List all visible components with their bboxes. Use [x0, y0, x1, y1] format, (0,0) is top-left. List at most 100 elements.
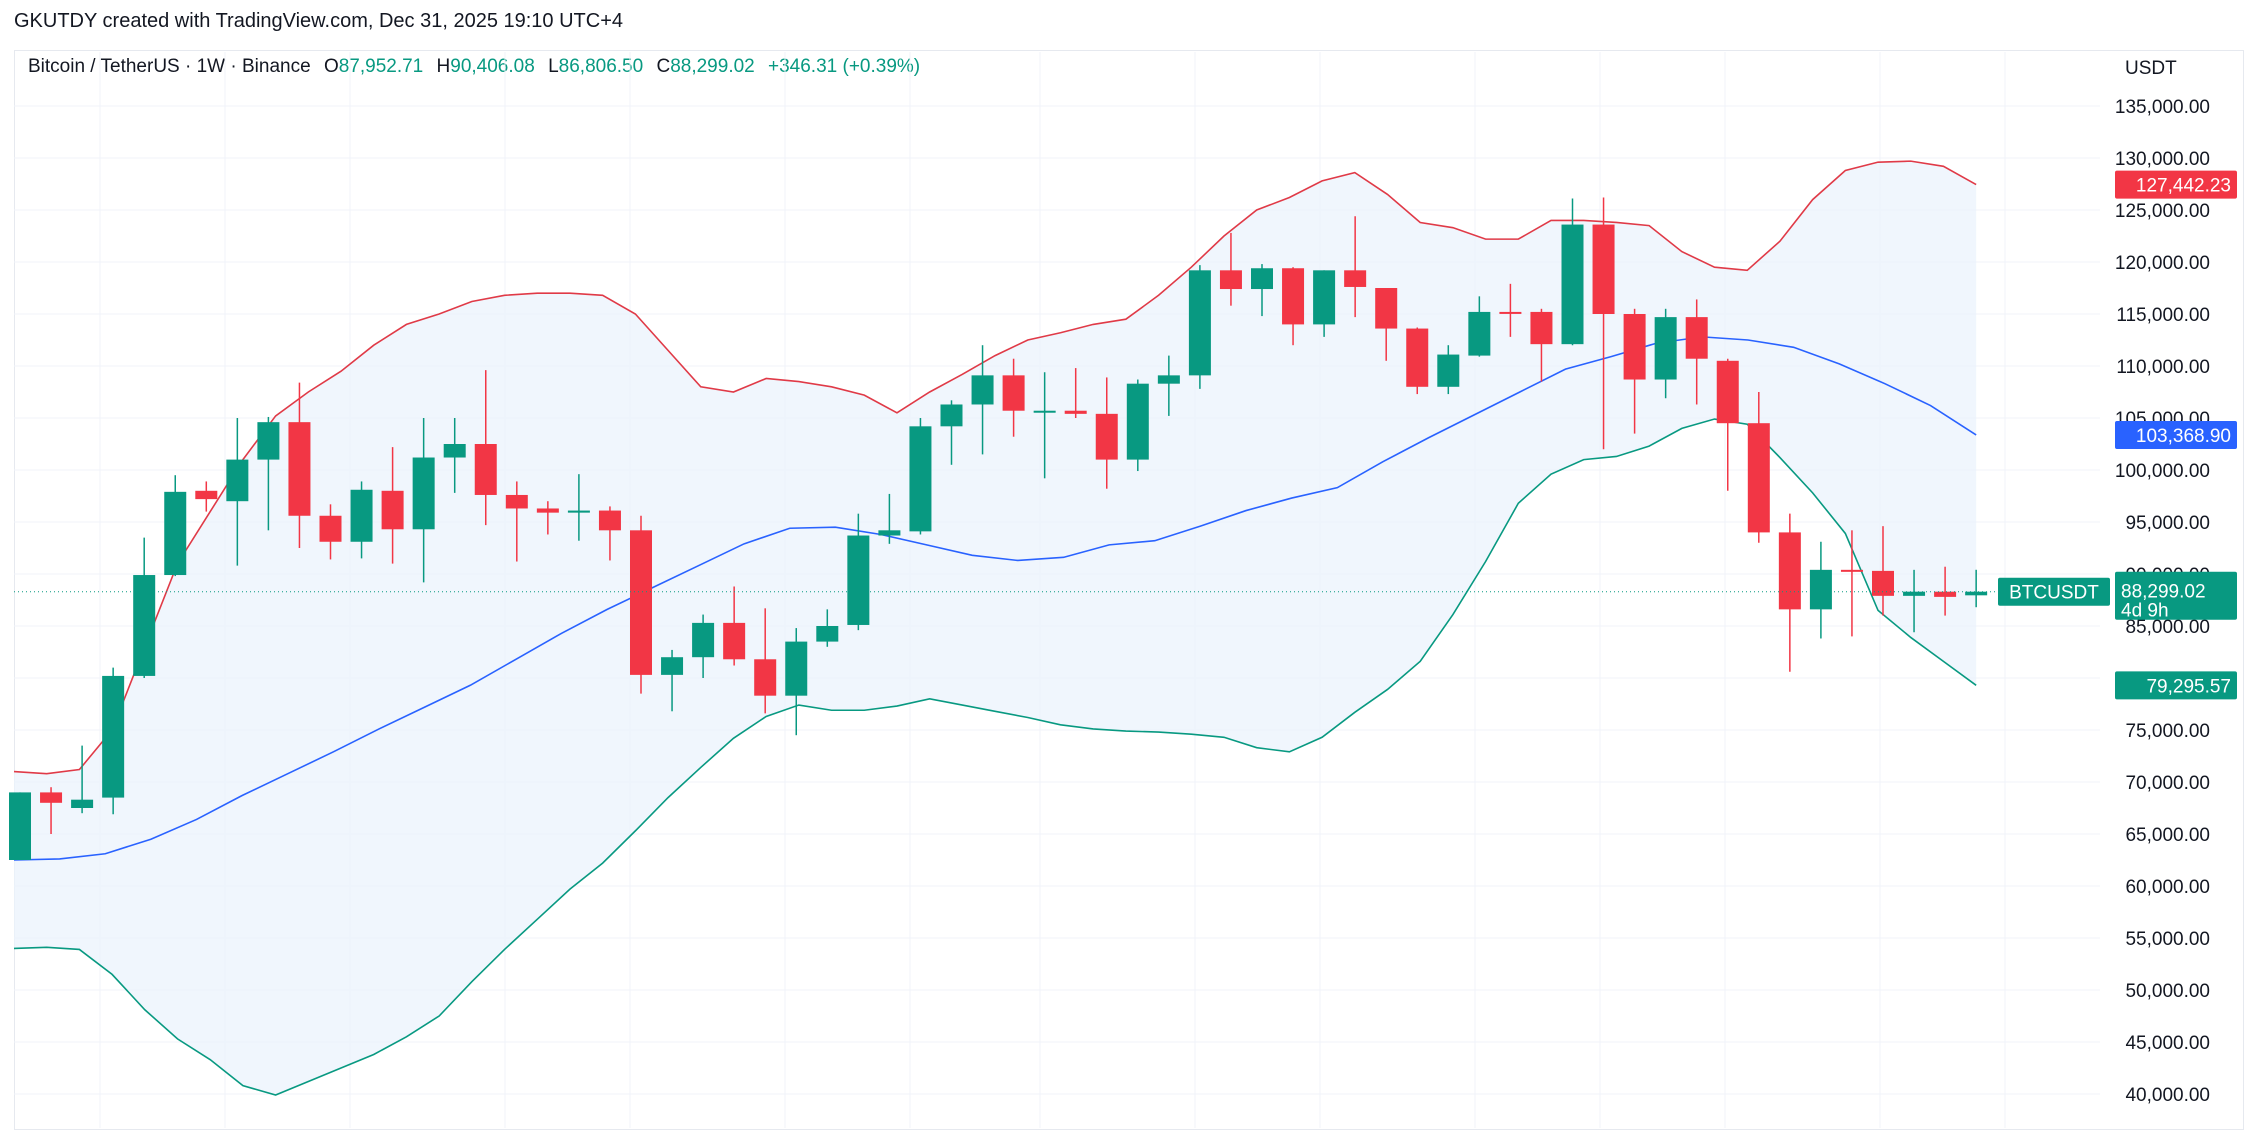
candle-body[interactable] — [1344, 270, 1367, 287]
candle-body[interactable] — [226, 459, 249, 502]
y-axis-tick: 60,000.00 — [2125, 877, 2210, 898]
candle-body[interactable] — [257, 422, 280, 460]
open-value: 87,952.71 — [338, 56, 424, 77]
candle-body[interactable] — [1002, 375, 1025, 411]
candle-body[interactable] — [71, 799, 94, 808]
candle-body[interactable] — [1685, 317, 1708, 359]
high-value: 90,406.08 — [450, 56, 535, 77]
close-label: C — [656, 56, 671, 77]
candle-body[interactable] — [412, 457, 435, 530]
y-axis-tick: 70,000.00 — [2125, 773, 2210, 794]
candle-body[interactable] — [505, 494, 528, 509]
candle-body[interactable] — [567, 510, 590, 513]
candle-body[interactable] — [319, 515, 342, 542]
y-axis-tick: 135,000.00 — [2115, 97, 2210, 118]
candle-body[interactable] — [381, 490, 404, 530]
candle-body[interactable] — [1219, 270, 1242, 290]
chart-attribution: GKUTDY created with TradingView.com, Dec… — [14, 10, 624, 32]
candle-body[interactable] — [1872, 570, 1894, 596]
y-axis-tick: 75,000.00 — [2125, 721, 2210, 742]
y-axis-tick: 45,000.00 — [2125, 1033, 2210, 1054]
candle-body[interactable] — [1934, 591, 1957, 597]
y-axis-tick: 100,000.00 — [2115, 461, 2210, 482]
candle-body[interactable] — [1033, 410, 1056, 413]
candle-body[interactable] — [102, 675, 125, 798]
candle-body[interactable] — [1778, 532, 1801, 610]
y-axis-tick: 50,000.00 — [2125, 981, 2210, 1002]
y-axis-tick: 95,000.00 — [2125, 513, 2210, 534]
candle-body[interactable] — [723, 622, 746, 660]
candle-body[interactable] — [288, 422, 311, 516]
symbol-label[interactable]: Bitcoin / TetherUS · 1W · Binance — [28, 56, 311, 77]
candle-body[interactable] — [940, 404, 963, 427]
high-label: H — [436, 56, 451, 77]
candle-body[interactable] — [971, 375, 994, 405]
candle-body[interactable] — [164, 491, 187, 576]
candle-body[interactable] — [816, 626, 839, 642]
y-axis-tick: 115,000.00 — [2116, 305, 2210, 326]
candle-body[interactable] — [1282, 268, 1305, 325]
candle-body[interactable] — [1313, 270, 1336, 325]
ohlc-legend: Bitcoin / TetherUS · 1W · Binance O87,95… — [28, 56, 920, 78]
candle-body[interactable] — [1809, 569, 1832, 610]
candle-body[interactable] — [1188, 270, 1211, 376]
candle-body[interactable] — [1592, 224, 1615, 314]
candle-body[interactable] — [1965, 591, 1988, 596]
candle-body[interactable] — [1251, 268, 1273, 290]
close-value: 88,299.02 — [670, 56, 755, 77]
candle-body[interactable] — [536, 508, 559, 513]
candle-body[interactable] — [909, 426, 932, 532]
basis-band-tag-bg — [2115, 420, 2237, 449]
candle-body[interactable] — [133, 575, 156, 676]
candle-body[interactable] — [878, 530, 901, 536]
y-axis-tick: 40,000.00 — [2125, 1085, 2210, 1106]
candle-body[interactable] — [1623, 314, 1646, 380]
candle-body[interactable] — [1654, 317, 1677, 380]
candle-body[interactable] — [474, 444, 497, 495]
last-price-tag: 88,299.02 — [2121, 582, 2206, 603]
candle-body[interactable] — [630, 530, 652, 675]
candle-body[interactable] — [40, 792, 63, 803]
candle-body[interactable] — [1747, 423, 1770, 533]
low-value: 86,806.50 — [558, 56, 644, 77]
lower-band-tag: 79,295.57 — [2146, 676, 2231, 697]
change-value: +346.31 (+0.39%) — [768, 56, 921, 77]
candle-body[interactable] — [1375, 288, 1398, 329]
candle-body[interactable] — [847, 535, 870, 625]
candle-body[interactable] — [1499, 311, 1522, 314]
candle-body[interactable] — [443, 444, 466, 458]
candle-body[interactable] — [1716, 360, 1739, 424]
last-price-tag-bg — [2115, 571, 2237, 620]
currency-button[interactable]: USDT — [2125, 58, 2177, 79]
candle-body[interactable] — [9, 792, 31, 860]
bollinger-basis-line — [13, 336, 1977, 861]
candle-body[interactable] — [1406, 328, 1429, 387]
candle-body[interactable] — [785, 641, 808, 696]
candle-body[interactable] — [754, 659, 777, 696]
candle-body[interactable] — [1530, 311, 1553, 345]
y-axis-tick: 55,000.00 — [2125, 929, 2210, 950]
candle-body[interactable] — [195, 490, 218, 500]
candle-body[interactable] — [1468, 311, 1491, 356]
candle-body[interactable] — [598, 510, 621, 531]
candle-body[interactable] — [1903, 591, 1926, 596]
candle-body[interactable] — [692, 622, 715, 658]
candle-body[interactable] — [1095, 413, 1118, 460]
candle-body[interactable] — [1064, 410, 1087, 414]
candle-body[interactable] — [661, 657, 684, 675]
countdown-tag: 4d 9h — [2121, 601, 2169, 622]
open-label: O — [323, 56, 339, 77]
candle-body[interactable] — [1126, 383, 1149, 460]
y-axis-tick: 110,000.00 — [2116, 357, 2210, 378]
symbol-tag-bg — [1998, 577, 2110, 606]
candle-body[interactable] — [1437, 354, 1460, 387]
y-axis-tick: 125,000.00 — [2115, 201, 2210, 222]
candle-body[interactable] — [1840, 569, 1863, 572]
candle-body[interactable] — [1157, 375, 1180, 384]
low-label: L — [548, 56, 559, 77]
candle-body[interactable] — [350, 489, 373, 542]
lower-band-tag-bg — [2115, 671, 2237, 700]
candle-body[interactable] — [1561, 224, 1584, 345]
y-axis-tick: 85,000.00 — [2125, 617, 2210, 638]
